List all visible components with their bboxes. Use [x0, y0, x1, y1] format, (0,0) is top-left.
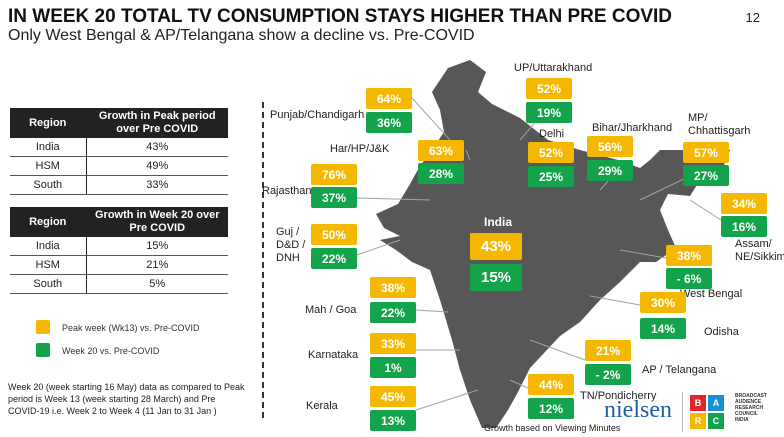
cell: 33%: [86, 175, 228, 195]
cell: 5%: [86, 274, 228, 294]
region-label: West Bengal: [680, 288, 743, 300]
week20-growth-table: Region Growth in Week 20 over Pre COVID I…: [10, 207, 228, 294]
peak-badge: 57%: [683, 142, 729, 163]
barc-logo-r: R: [690, 413, 706, 429]
region-label: Bihar/Jharkhand: [592, 122, 673, 134]
cell: HSM: [10, 255, 87, 275]
week20-badge: 16%: [721, 216, 767, 237]
cell: India: [10, 237, 87, 256]
page-title: IN WEEK 20 TOTAL TV CONSUMPTION STAYS HI…: [8, 6, 673, 27]
cell: 49%: [86, 156, 228, 176]
table-row: HSM 49%: [10, 156, 228, 176]
page-subtitle: Only West Bengal & AP/Telangana show a d…: [8, 27, 475, 44]
peak-badge: 38%: [370, 277, 416, 298]
peak-growth-table: Region Growth in Peak period over Pre COV…: [10, 108, 228, 195]
peak-badge: 43%: [470, 233, 522, 260]
peak-badge: 50%: [311, 224, 357, 245]
bracket-divider: [262, 102, 264, 418]
region-label: Odisha: [704, 326, 739, 338]
week20-badge: 22%: [370, 302, 416, 323]
region-label: MP/ Chhattisgarh: [688, 112, 751, 137]
footer-note: Growth based on Viewing Minutes: [484, 423, 621, 433]
cell: South: [10, 175, 87, 195]
cell: South: [10, 274, 87, 294]
week20-badge: - 6%: [666, 268, 712, 289]
table-row: HSM 21%: [10, 255, 228, 275]
barc-logo-text: BROADCAST AUDIENCE RESEARCH COUNCIL INDI…: [735, 393, 767, 423]
table-row: India 15%: [10, 237, 228, 256]
peak-badge: 21%: [585, 340, 631, 361]
region-label: India: [484, 215, 513, 229]
footnote: Week 20 (week starting 16 May) data as c…: [8, 382, 245, 416]
peak-badge: 76%: [311, 164, 357, 185]
peak-badge: 52%: [526, 78, 572, 99]
region-label: Har/HP/J&K: [330, 143, 390, 155]
nielsen-logo: nielsen: [604, 397, 672, 423]
week20-badge: 1%: [370, 357, 416, 378]
region-label: TN/Pondicherry: [580, 390, 657, 402]
table-header: Growth in Week 20 over Pre COVID: [86, 207, 228, 237]
region-label: Karnataka: [308, 349, 359, 361]
peak-badge: 52%: [528, 142, 574, 163]
peak-badge: 63%: [418, 140, 464, 161]
region-label: UP/Uttarakhand: [514, 62, 593, 74]
barc-logo-c: C: [708, 413, 724, 429]
peak-badge: 64%: [366, 88, 412, 109]
cell: 15%: [86, 237, 228, 256]
peak-badge: 44%: [528, 374, 574, 395]
week20-badge: 12%: [528, 398, 574, 419]
week20-badge: 36%: [366, 112, 412, 133]
table-row: South 5%: [10, 274, 228, 294]
week20-badge: 22%: [311, 248, 357, 269]
cell: India: [10, 138, 87, 157]
week20-badge: 15%: [470, 264, 522, 291]
legend-swatch-week20: [36, 343, 50, 357]
week20-badge: - 2%: [585, 364, 631, 385]
table-row: India 43%: [10, 138, 228, 157]
week20-badge: 29%: [587, 160, 633, 181]
region-label: Assam/ NE/Sikkim: [735, 238, 784, 263]
peak-badge: 38%: [666, 245, 712, 266]
region-label: Rajasthan: [262, 185, 312, 197]
week20-badge: 28%: [418, 163, 464, 184]
region-label: Kerala: [306, 400, 338, 412]
barc-logo-b: B: [690, 395, 706, 411]
legend-swatch-peak: [36, 320, 50, 334]
peak-badge: 34%: [721, 193, 767, 214]
logo-divider: [682, 392, 683, 432]
india-map-shape: [376, 60, 730, 428]
cell: 21%: [86, 255, 228, 275]
week20-badge: 25%: [528, 166, 574, 187]
week20-badge: 19%: [526, 102, 572, 123]
region-label: AP / Telangana: [642, 364, 717, 376]
legend-label-peak: Peak week (Wk13) vs. Pre-COVID: [62, 323, 200, 333]
week20-badge: 14%: [640, 318, 686, 339]
peak-badge: 45%: [370, 386, 416, 407]
region-label: Mah / Goa: [305, 304, 357, 316]
table-header: Region: [10, 108, 87, 138]
week20-badge: 13%: [370, 410, 416, 431]
week20-badge: 37%: [311, 187, 357, 208]
region-label: Punjab/Chandigarh: [270, 109, 365, 121]
peak-badge: 33%: [370, 333, 416, 354]
region-label: Delhi: [539, 128, 565, 140]
page-number: 12: [745, 10, 760, 25]
week20-badge: 27%: [683, 165, 729, 186]
legend-label-week20: Week 20 vs. Pre-COVID: [62, 346, 160, 356]
cell: 43%: [86, 138, 228, 157]
region-label: Guj / D&D / DNH: [276, 226, 306, 264]
peak-badge: 56%: [587, 136, 633, 157]
barc-logo-a: A: [708, 395, 724, 411]
table-header: Growth in Peak period over Pre COVID: [86, 108, 228, 138]
peak-badge: 30%: [640, 292, 686, 313]
table-header: Region: [10, 207, 87, 237]
table-row: South 33%: [10, 175, 228, 195]
cell: HSM: [10, 156, 87, 176]
